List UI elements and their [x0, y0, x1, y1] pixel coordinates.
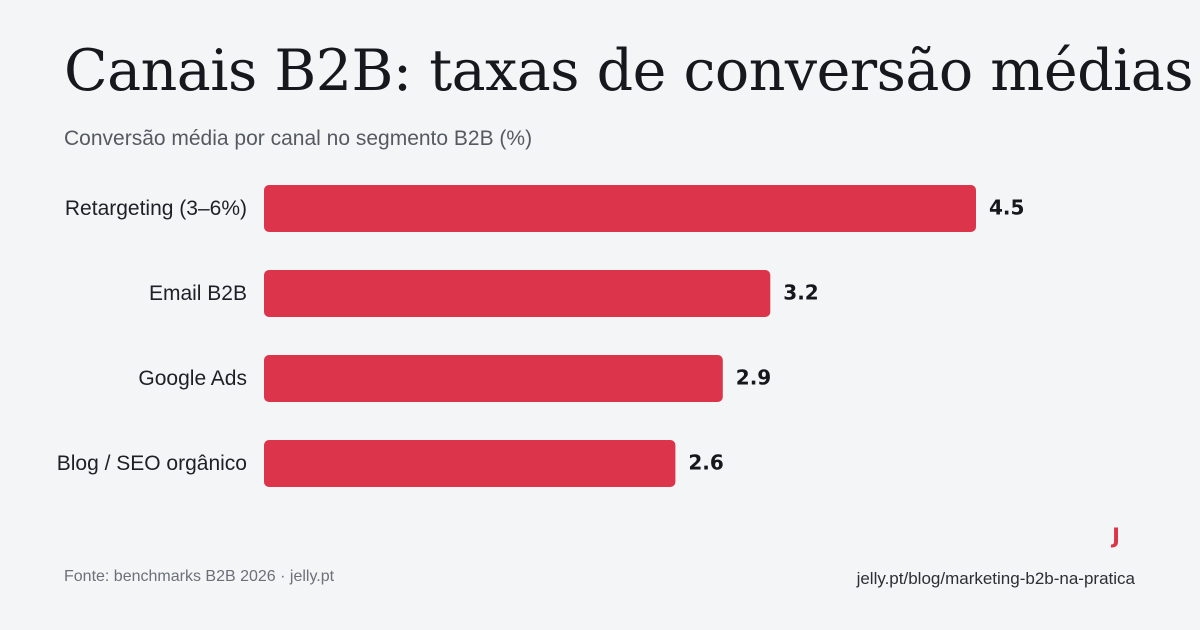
category-label: Email B2B: [149, 282, 247, 305]
value-label: 4.5: [989, 196, 1024, 220]
bar: [264, 440, 676, 487]
logo-letter: J: [1110, 524, 1120, 548]
bar: [264, 270, 771, 317]
source-note: Fonte: benchmarks B2B 2026 · jelly.pt: [64, 568, 335, 585]
jelly-logo-icon: J: [1110, 524, 1120, 548]
category-label: Retargeting (3–6%): [65, 197, 247, 220]
chart-subtitle: Conversão média por canal no segmento B2…: [64, 127, 533, 150]
value-label: 3.2: [783, 281, 818, 305]
article-url: jelly.pt/blog/marketing-b2b-na-pratica: [856, 569, 1135, 588]
bar: [264, 185, 976, 232]
bar: [264, 355, 723, 402]
category-label: Blog / SEO orgânico: [57, 452, 247, 475]
value-label: 2.6: [688, 451, 723, 475]
chart-title: Canais B2B: taxas de conversão médias: [64, 38, 1194, 104]
value-label: 2.9: [736, 366, 771, 390]
category-label: Google Ads: [138, 367, 247, 390]
